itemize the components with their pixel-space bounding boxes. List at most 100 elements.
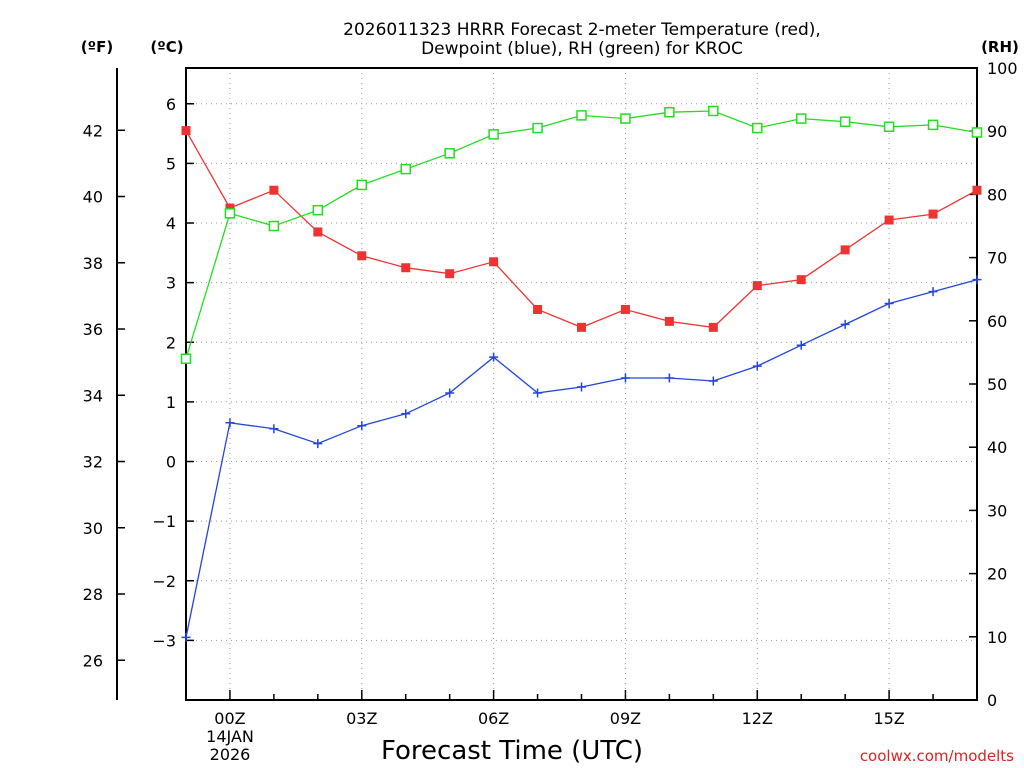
temperature-point-0	[181, 126, 191, 136]
dewpoint-point-13	[752, 361, 762, 371]
rh-point-5	[400, 163, 411, 175]
temperature-point-4	[357, 251, 367, 261]
rh-point-10	[620, 113, 631, 124]
dewpoint-point-18	[972, 275, 982, 285]
rh-point-3	[312, 204, 324, 216]
x-tick-label-06Z: 06Z	[478, 709, 509, 728]
fahrenheit-tick-label: 28	[83, 585, 103, 604]
rh-tick-label: 40	[987, 438, 1007, 457]
celsius-tick-label: 1	[166, 393, 176, 412]
temperature-point-3	[313, 227, 323, 237]
series-layer	[180, 105, 983, 642]
grid-layer	[186, 68, 977, 700]
celsius-tick-label: −2	[152, 572, 176, 591]
temperature-point-9	[577, 322, 586, 332]
dewpoint-point-17	[928, 287, 938, 297]
rh-unit-label: (RH)	[981, 38, 1019, 56]
chart-title-line-2: Dewpoint (blue), RH (green) for KROC	[421, 39, 743, 59]
fahrenheit-tick-label: 32	[83, 453, 103, 472]
celsius-tick-label: 2	[166, 333, 176, 352]
celsius-tick-label: 4	[166, 214, 176, 233]
rh-point-11	[664, 106, 675, 118]
celsius-unit-label: (ºC)	[150, 38, 183, 56]
rh-point-2	[268, 220, 280, 232]
rh-point-18	[971, 127, 983, 138]
x-tick-label-12Z: 12Z	[742, 709, 773, 728]
dewpoint-point-11	[664, 373, 674, 383]
rh-tick-label: 20	[987, 565, 1007, 584]
dewpoint-point-16	[884, 299, 894, 309]
dewpoint-point-5	[401, 409, 411, 419]
dewpoint-point-2	[269, 424, 279, 434]
temperature-point-16	[884, 215, 894, 225]
rh-tick-label: 80	[987, 185, 1007, 204]
temperature-point-5	[401, 263, 411, 273]
rh-point-14	[795, 113, 807, 124]
dewpoint-point-12	[708, 376, 718, 386]
temperature-point-7	[489, 257, 499, 267]
celsius-tick-label: 5	[166, 154, 176, 173]
dewpoint-line	[185, 279, 978, 638]
rh-tick-label: 90	[987, 122, 1007, 141]
x-axis-label: Forecast Time (UTC)	[381, 736, 643, 766]
x-tick-label-15Z: 15Z	[873, 709, 904, 728]
dewpoint-point-4	[357, 421, 367, 431]
rh-tick-label: 30	[987, 501, 1007, 520]
celsius-tick-label: −1	[152, 512, 176, 531]
dewpoint-point-1	[225, 418, 235, 428]
fahrenheit-tick-label: 38	[83, 254, 103, 273]
temperature-point-12	[708, 322, 718, 332]
dewpoint-point-15	[840, 319, 850, 329]
temperature-point-18	[972, 185, 982, 195]
fahrenheit-tick-label: 36	[83, 320, 103, 339]
rh-tick-label: 100	[987, 59, 1018, 78]
fahrenheit-tick-label: 34	[83, 386, 103, 405]
rh-point-17	[927, 119, 939, 131]
rh-point-1	[224, 208, 236, 219]
temperature-point-14	[796, 275, 806, 285]
axes-layer: −3−2−10123456262830323436384042010203040…	[83, 59, 1018, 728]
x-tick-label-03Z: 03Z	[346, 709, 377, 728]
temperature-point-2	[269, 185, 279, 195]
rh-point-16	[883, 121, 895, 133]
rh-tick-label: 10	[987, 628, 1007, 647]
celsius-tick-label: −3	[152, 631, 176, 650]
temperature-point-13	[752, 281, 762, 291]
rh-tick-label: 60	[987, 312, 1007, 331]
dewpoint-point-8	[533, 388, 543, 398]
dewpoint-point-3	[313, 439, 323, 449]
temperature-point-11	[664, 316, 674, 326]
rh-point-13	[752, 122, 763, 134]
fahrenheit-tick-label: 30	[83, 519, 103, 538]
credit-text: coolwx.com/modelts	[860, 747, 1014, 765]
dewpoint-point-0	[181, 632, 191, 642]
rh-point-4	[356, 179, 368, 191]
fahrenheit-tick-label: 42	[83, 121, 103, 140]
rh-point-15	[839, 116, 851, 127]
dewpoint-point-14	[796, 340, 806, 350]
dewpoint-point-10	[620, 373, 630, 383]
rh-line	[185, 110, 978, 359]
celsius-tick-label: 6	[166, 95, 176, 114]
temperature-point-8	[533, 304, 543, 314]
fahrenheit-tick-label: 40	[83, 188, 103, 207]
temperature-line	[185, 130, 978, 329]
chart-title-line-1: 2026011323 HRRR Forecast 2-meter Tempera…	[343, 20, 821, 40]
temperature-point-6	[445, 269, 455, 279]
celsius-tick-label: 0	[166, 453, 176, 472]
rh-point-12	[708, 105, 719, 117]
x-tick-label-09Z: 09Z	[610, 709, 641, 728]
rh-point-0	[180, 353, 192, 364]
rh-tick-label: 50	[987, 375, 1007, 394]
fahrenheit-tick-label: 26	[83, 651, 103, 670]
temperature-point-15	[840, 245, 850, 255]
rh-point-8	[532, 122, 543, 134]
temperature-point-10	[620, 304, 630, 314]
rh-tick-label: 70	[987, 249, 1007, 268]
rh-point-9	[576, 110, 587, 121]
rh-tick-label: 0	[987, 691, 997, 710]
rh-point-7	[488, 129, 499, 140]
x-tick-label-00Z: 00Z	[214, 709, 245, 728]
temperature-point-17	[928, 209, 938, 219]
